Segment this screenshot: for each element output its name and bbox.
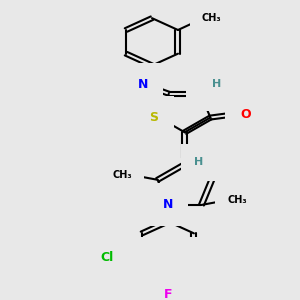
Text: F: F	[164, 288, 172, 300]
Text: CH₃: CH₃	[112, 170, 132, 180]
Text: N: N	[163, 198, 173, 212]
Text: CH₃: CH₃	[227, 195, 247, 205]
Text: H: H	[212, 79, 221, 89]
Text: Cl: Cl	[100, 250, 114, 263]
Text: H: H	[194, 157, 203, 167]
Text: N: N	[201, 83, 212, 96]
Text: O: O	[240, 107, 251, 121]
Text: CH₃: CH₃	[202, 13, 221, 23]
Text: S: S	[149, 111, 158, 124]
Text: N: N	[138, 78, 148, 91]
